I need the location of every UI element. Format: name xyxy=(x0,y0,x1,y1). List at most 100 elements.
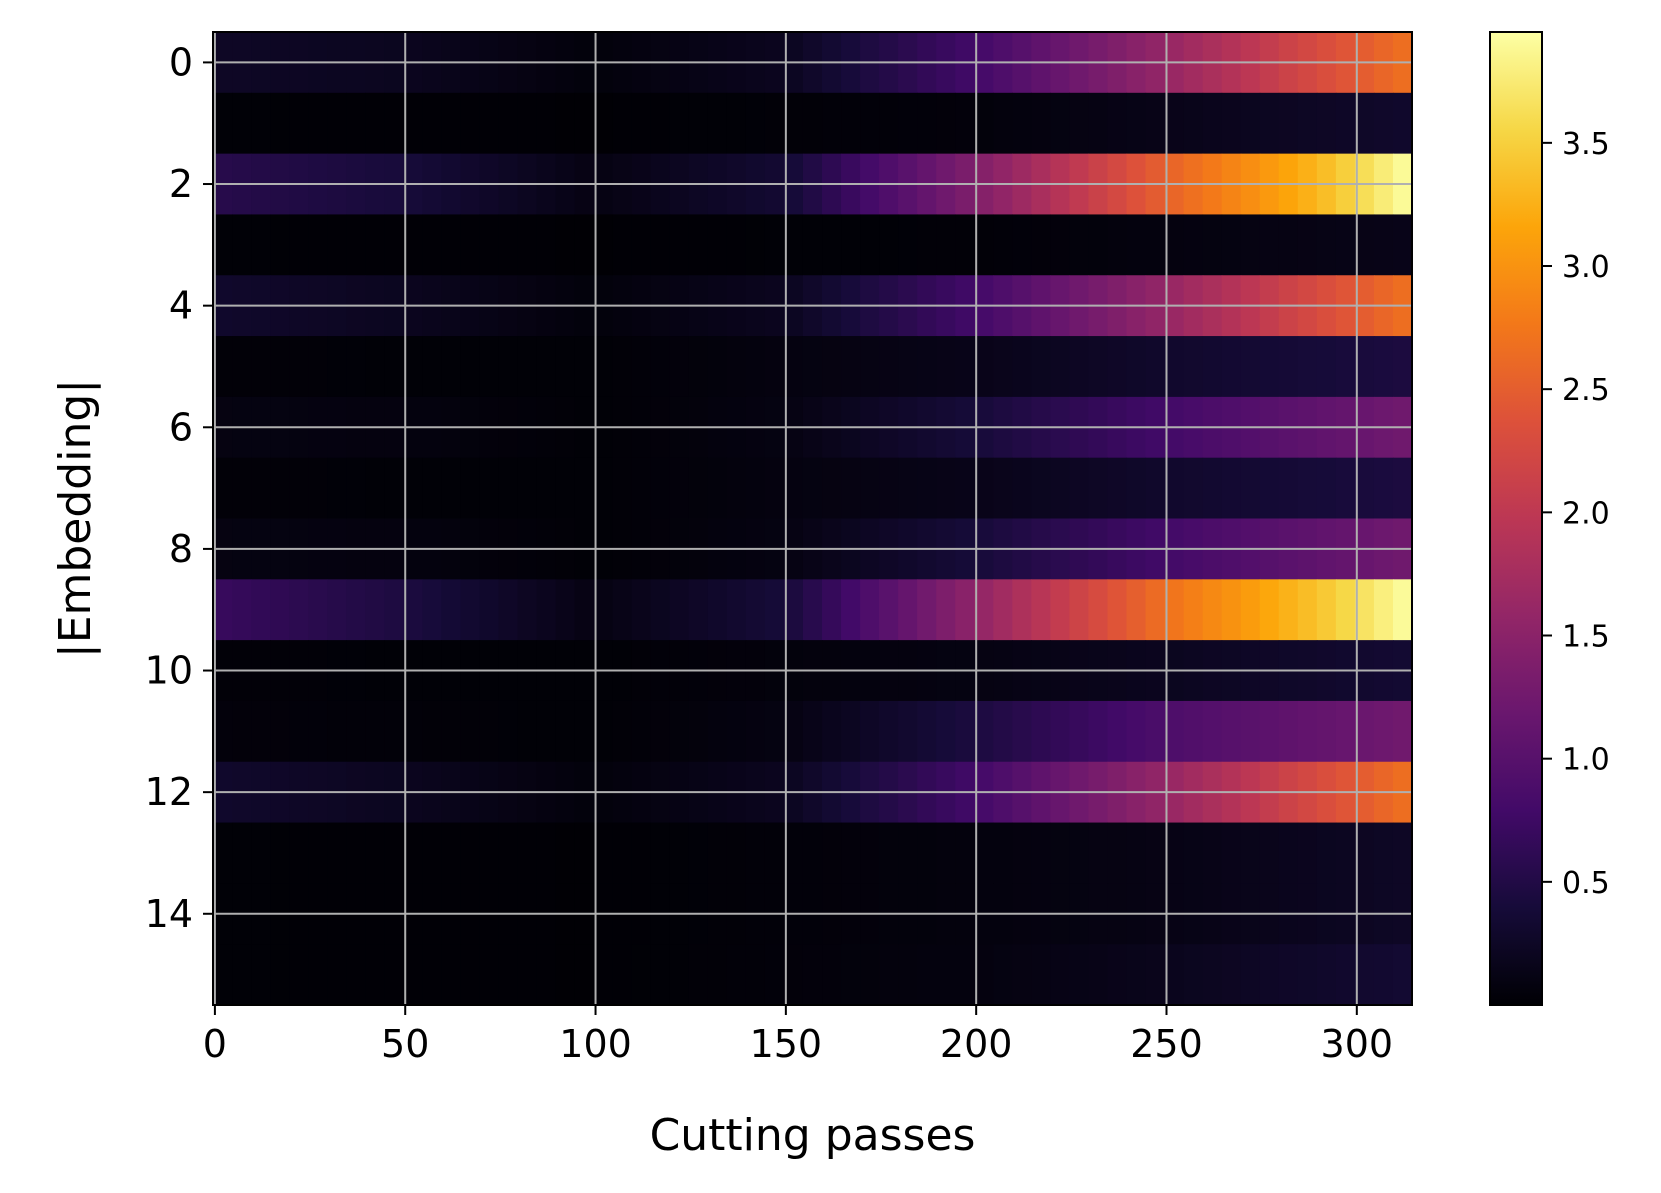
heatmap-cell xyxy=(422,579,442,641)
heatmap-cell xyxy=(841,700,861,763)
heatmap-cell xyxy=(593,92,614,155)
heatmap-cell xyxy=(365,92,385,155)
x-axis: 0 50 100 150 200 250 300 xyxy=(203,1005,1393,1066)
y-axis: 0 2 4 6 8 10 12 14 xyxy=(145,40,213,936)
heatmap-cell xyxy=(1088,700,1109,763)
y-tick-label: 2 xyxy=(169,162,193,206)
heatmap-cell xyxy=(1107,944,1128,1006)
heatmap-cell xyxy=(1354,579,1375,641)
heatmap-cell xyxy=(726,822,747,884)
heatmap-cell xyxy=(232,214,252,276)
heatmap-cell xyxy=(1316,944,1337,1006)
heatmap-cell xyxy=(213,457,233,520)
heatmap-cell xyxy=(1050,944,1071,1006)
heatmap-cell xyxy=(1126,92,1147,155)
heatmap-cell xyxy=(1107,336,1128,398)
heatmap-cell xyxy=(270,944,290,1006)
heatmap-cell xyxy=(1164,336,1185,398)
heatmap-cell xyxy=(688,457,709,520)
heatmap-cell xyxy=(327,92,347,155)
heatmap-cell xyxy=(327,457,347,520)
heatmap-cell xyxy=(1050,822,1071,884)
heatmap-cell xyxy=(802,92,823,155)
heatmap-cell xyxy=(1012,457,1032,520)
heatmap-cell xyxy=(917,944,937,1006)
heatmap-cell xyxy=(669,214,690,276)
heatmap-cell xyxy=(1240,579,1261,641)
heatmap-cell xyxy=(822,92,842,155)
heatmap-cell xyxy=(498,579,519,641)
heatmap-cell xyxy=(822,214,842,276)
y-tick-label: 14 xyxy=(145,892,193,936)
heatmap-cell xyxy=(669,457,690,520)
heatmap-cell xyxy=(441,92,462,155)
heatmap-cell xyxy=(1354,944,1375,1006)
heatmap-cell xyxy=(974,944,994,1006)
heatmap-cell xyxy=(707,579,728,641)
heatmap-cell xyxy=(936,700,956,763)
heatmap-cell xyxy=(1183,700,1204,763)
heatmap-cell xyxy=(955,336,975,398)
heatmap-cell xyxy=(1012,700,1032,763)
heatmap-cell xyxy=(1392,214,1413,276)
colorbar-tick-label: 1.5 xyxy=(1562,620,1610,655)
heatmap-cell xyxy=(1373,92,1394,155)
heatmap-cell xyxy=(1278,214,1299,276)
heatmap-cell xyxy=(1031,822,1051,884)
heatmap-cell xyxy=(879,944,899,1006)
heatmap-cell xyxy=(822,822,842,884)
heatmap-cell xyxy=(1221,700,1242,763)
heatmap-cell xyxy=(707,700,728,763)
heatmap-cell xyxy=(1354,214,1375,276)
heatmap-cell xyxy=(993,336,1013,398)
heatmap-cell xyxy=(1316,579,1337,641)
heatmap-cell xyxy=(917,579,937,641)
heatmap-cell xyxy=(726,457,747,520)
heatmap-cell xyxy=(1069,457,1090,520)
heatmap-cell xyxy=(479,579,500,641)
heatmap-cell xyxy=(536,944,557,1006)
heatmap-cell xyxy=(1259,944,1280,1006)
heatmap-cell xyxy=(536,214,557,276)
heatmap-cell xyxy=(822,700,842,763)
heatmap-cell xyxy=(1240,92,1261,155)
x-tick-label: 250 xyxy=(1130,1022,1203,1066)
heatmap-cell xyxy=(422,92,442,155)
heatmap-cell xyxy=(879,700,899,763)
heatmap-cell xyxy=(1145,822,1166,884)
heatmap-cell xyxy=(270,92,290,155)
heatmap-cell xyxy=(308,214,328,276)
heatmap-cell xyxy=(898,457,918,520)
heatmap-cell xyxy=(1373,822,1394,884)
heatmap-cell xyxy=(232,336,252,398)
heatmap-cell xyxy=(1240,336,1261,398)
heatmap-cell xyxy=(1088,336,1109,398)
heatmap-cell xyxy=(1354,700,1375,763)
heatmap-cell xyxy=(822,579,842,641)
heatmap-cell xyxy=(612,579,633,641)
heatmap-cell xyxy=(1012,214,1032,276)
heatmap-cell xyxy=(1031,214,1051,276)
heatmap-cell xyxy=(1107,457,1128,520)
heatmap-cell xyxy=(1183,92,1204,155)
heatmap-cell xyxy=(289,944,309,1006)
heatmap-cell xyxy=(1278,822,1299,884)
heatmap-cell xyxy=(764,700,785,763)
heatmap-cell xyxy=(327,944,347,1006)
heatmap-cell xyxy=(1031,944,1051,1006)
heatmap-cell xyxy=(1069,214,1090,276)
heatmap-cell xyxy=(1183,944,1204,1006)
heatmap-cell xyxy=(1278,92,1299,155)
heatmap-cell xyxy=(422,944,442,1006)
heatmap-cell xyxy=(422,336,442,398)
heatmap-cell xyxy=(1259,457,1280,520)
heatmap-cell xyxy=(403,457,423,520)
heatmap-cell xyxy=(688,579,709,641)
heatmap-cell xyxy=(841,336,861,398)
heatmap-cell xyxy=(289,822,309,884)
heatmap-cell xyxy=(1050,336,1071,398)
heatmap-cell xyxy=(612,700,633,763)
heatmap-cell xyxy=(993,822,1013,884)
heatmap-cell xyxy=(1240,700,1261,763)
heatmap-cell xyxy=(1240,944,1261,1006)
